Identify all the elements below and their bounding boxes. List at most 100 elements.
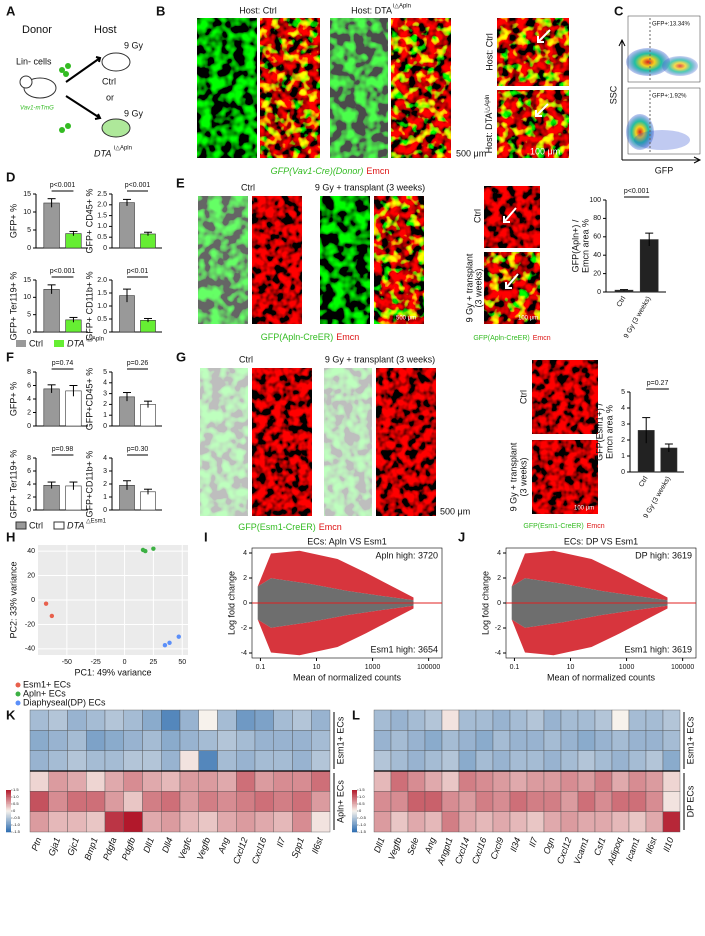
y-tick-label: -40 (25, 646, 35, 653)
gene-label: Icam1 (624, 836, 642, 862)
y-tick-label: -2 (495, 625, 501, 632)
label: Vav1-mTmG (20, 106, 54, 112)
color-key-segment (6, 805, 11, 808)
gene-label: Dll4 (160, 836, 175, 854)
heatmap-cell (373, 770, 392, 792)
heatmap-cell (441, 750, 460, 772)
panel-label: C (614, 3, 624, 18)
gene-label: Dll1 (141, 836, 156, 854)
color-key-segment (352, 830, 357, 833)
y-tick-label: 40 (27, 548, 35, 555)
bar (43, 202, 60, 249)
color-key-segment (6, 825, 11, 827)
y-tick-label: 4 (621, 405, 625, 412)
micrograph (260, 18, 320, 158)
heatmap-cell (577, 770, 596, 792)
label: Ctrl (102, 76, 116, 86)
color-key-label: -1.0 (359, 822, 367, 827)
flow-density (626, 114, 654, 150)
heatmap-cell (458, 750, 477, 772)
heatmap-cell (407, 791, 426, 812)
heatmap-cell (86, 750, 106, 772)
y-tick-label: 2 (243, 575, 247, 582)
heatmap-cell (198, 811, 218, 833)
color-key-label: 1.0 (359, 794, 365, 799)
y-tick-label: 0 (27, 507, 31, 514)
gene-label: Il34 (508, 836, 522, 853)
heatmap-cell (526, 811, 545, 833)
color-key-segment (352, 827, 357, 830)
heatmap-cell (543, 770, 562, 792)
heatmap-cell (441, 730, 460, 751)
heatmap-cell (577, 709, 596, 731)
y-tick-label: 3 (103, 468, 107, 475)
heatmap-cell (577, 791, 596, 812)
color-key-segment (352, 815, 357, 817)
heatmap-cell (273, 811, 293, 833)
y-tick-label: 2 (27, 494, 31, 501)
y-tick-label: 2 (621, 437, 625, 444)
gate-label: GFP+:1.92% (652, 94, 687, 100)
micrograph (376, 368, 436, 516)
heatmap-cell (509, 730, 528, 751)
legend-label: Ctrl (29, 338, 43, 348)
point (49, 613, 55, 619)
color-key-segment (6, 823, 11, 826)
heatmap-cell (254, 730, 274, 751)
y-tick-label: 100 (589, 197, 601, 204)
p-value: p<0.001 (50, 268, 76, 275)
heatmap-cell (161, 730, 181, 751)
heatmap-cell (662, 730, 681, 751)
bar (43, 484, 60, 511)
gene-label: Cxcl16 (250, 836, 269, 865)
y-tick-label: 6 (27, 382, 31, 389)
heatmap-cell (217, 709, 237, 731)
x-tick-label: 0.1 (510, 664, 520, 671)
y-tick-label: 10 (23, 294, 31, 301)
micrograph (200, 368, 248, 516)
label: Lin- cells (16, 56, 52, 66)
cell-icon (65, 123, 71, 129)
y-tick-label: 0 (27, 423, 31, 430)
legend-label: Ctrl (29, 520, 43, 530)
heatmap-cell (142, 730, 162, 751)
y-tick-label: 20 (593, 270, 601, 277)
color-key-segment (6, 797, 11, 799)
micrograph (391, 18, 451, 158)
color-key-segment (352, 813, 357, 816)
panel-c: C GFP+:13.34% GFP+:1.92% SSC GFP (608, 3, 702, 175)
micrograph (497, 18, 569, 86)
color-key-segment (6, 827, 11, 830)
heatmap-cell (254, 770, 274, 792)
legend-swatch (15, 521, 27, 530)
x-tick-label: 50 (178, 659, 186, 666)
color-key-segment (6, 826, 11, 829)
heatmap-cell (67, 730, 87, 751)
heatmap-cell (217, 730, 237, 751)
p-value: p<0.01 (127, 268, 149, 275)
y-tick-label: 2 (497, 575, 501, 582)
y-tick-label: 4 (27, 396, 31, 403)
color-key-segment (6, 802, 11, 805)
x-tick-label: -25 (91, 659, 101, 666)
y-axis-label: GFP+ % (8, 382, 18, 416)
heatmap-cell (492, 770, 511, 792)
color-key-segment (352, 809, 357, 812)
legend-label: Apln+ ECs (23, 688, 66, 698)
heatmap-cell (373, 730, 392, 751)
heatmap-cell (594, 811, 613, 833)
color-key-segment (6, 801, 11, 803)
gene-label: Adipoq (605, 836, 624, 867)
heatmap-cell (311, 730, 331, 751)
heatmap-cell (424, 791, 443, 812)
heatmap-cell (311, 750, 331, 772)
scale-label: 100 μm (574, 506, 594, 512)
heatmap-cell (645, 750, 664, 772)
color-key-label: 1.5 (359, 787, 365, 792)
heatmap-cell (458, 709, 477, 731)
scale-label: 100 μm (530, 146, 560, 156)
y-tick-label: 1 (621, 453, 625, 460)
y-axis-label: GFP+CD45+ % (84, 368, 94, 431)
color-key-segment (352, 829, 357, 831)
heatmap-cell (104, 811, 124, 833)
